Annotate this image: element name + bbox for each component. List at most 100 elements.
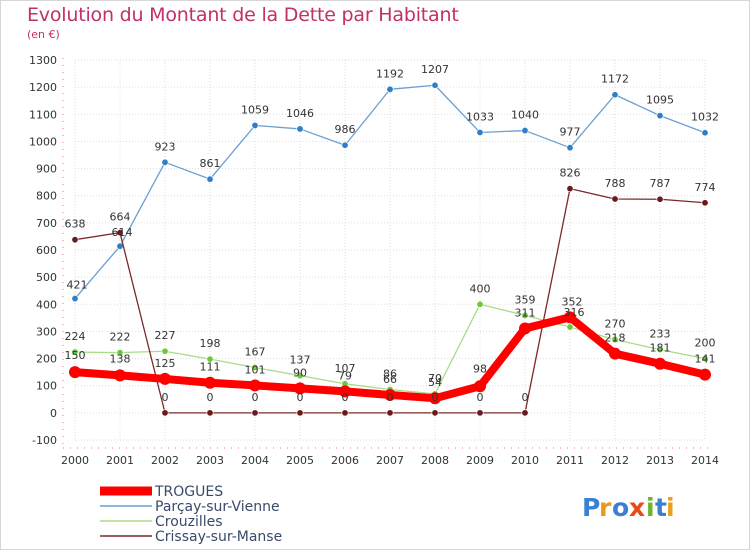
data-point — [701, 355, 709, 363]
y-tick-label: 800 — [36, 190, 57, 203]
data-point — [476, 409, 484, 417]
y-tick-label: 100 — [36, 380, 57, 393]
data-label: 352 — [562, 295, 583, 308]
data-label: 218 — [605, 332, 626, 345]
x-tick-label: 2007 — [376, 454, 404, 467]
data-point — [341, 409, 349, 417]
data-label: 138 — [110, 352, 131, 365]
data-point — [249, 379, 261, 392]
x-tick-label: 2013 — [646, 454, 674, 467]
data-point — [701, 129, 709, 137]
data-label: 400 — [470, 282, 491, 295]
data-point — [296, 372, 304, 380]
x-tick-label: 2004 — [241, 454, 269, 467]
data-label: 224 — [65, 330, 86, 343]
data-label: 359 — [515, 293, 536, 306]
data-label: 986 — [335, 123, 356, 136]
data-point — [69, 366, 81, 379]
y-tick-label: 400 — [36, 298, 57, 311]
data-label: 66 — [383, 373, 397, 386]
data-point — [431, 409, 439, 417]
y-tick-label: 200 — [36, 353, 57, 366]
y-tick-label: 1300 — [29, 54, 57, 67]
chart-legend: TROGUESParçay-sur-VienneCrouzillesCrissa… — [100, 484, 282, 545]
data-point — [474, 380, 486, 393]
data-point — [204, 376, 216, 389]
data-label: 198 — [200, 337, 221, 350]
data-label: 137 — [290, 354, 311, 367]
y-tick-label: 500 — [36, 271, 57, 284]
data-point — [341, 141, 349, 149]
data-label: 614 — [112, 226, 133, 239]
y-tick-label: 700 — [36, 217, 57, 230]
data-point — [71, 236, 79, 244]
data-label: 664 — [110, 211, 131, 224]
data-point — [656, 195, 664, 203]
x-tick-label: 2005 — [286, 454, 314, 467]
data-label: 1207 — [421, 63, 449, 76]
x-tick-label: 2010 — [511, 454, 539, 467]
data-point — [564, 311, 576, 324]
data-label: 167 — [245, 346, 266, 359]
data-label: 826 — [560, 167, 581, 180]
data-point — [339, 385, 351, 398]
data-label: 70 — [428, 372, 442, 385]
data-label: 0 — [522, 391, 529, 404]
data-label: 227 — [155, 329, 176, 342]
data-point — [161, 158, 169, 166]
y-tick-label: 1200 — [29, 81, 57, 94]
data-label: 107 — [335, 362, 356, 375]
data-label: 111 — [200, 361, 221, 374]
data-point — [609, 347, 621, 360]
data-label: 101 — [245, 363, 266, 376]
data-label: 0 — [387, 391, 394, 404]
data-point — [251, 409, 259, 417]
data-label: 270 — [605, 318, 626, 331]
x-tick-label: 2011 — [556, 454, 584, 467]
data-point — [521, 409, 529, 417]
logo-letter: P — [582, 493, 600, 522]
y-tick-label: 1000 — [29, 135, 57, 148]
x-tick-label: 2008 — [421, 454, 449, 467]
data-label: 977 — [560, 126, 581, 139]
data-label: 421 — [67, 279, 88, 292]
data-label: 1032 — [691, 111, 719, 124]
data-label: 1059 — [241, 103, 269, 116]
chart-title: Evolution du Montant de la Dette par Hab… — [27, 4, 459, 26]
data-label: 638 — [65, 218, 86, 231]
data-point — [71, 348, 79, 356]
x-tick-label: 2014 — [691, 454, 719, 467]
data-label: 1192 — [376, 67, 404, 80]
data-point — [116, 229, 124, 237]
y-tick-label: 1100 — [29, 108, 57, 121]
data-point — [656, 346, 664, 354]
data-label: 861 — [200, 157, 221, 170]
chart-value-labels: 150 138 125 111 101 90 79 66 54 98 311 352 218 181 141… — [65, 63, 720, 404]
data-label: 0 — [162, 391, 169, 404]
legend-label: Parçay-sur-Vienne — [155, 499, 280, 515]
data-point — [71, 295, 79, 303]
data-label: 150 — [65, 349, 86, 362]
data-label: 1172 — [601, 73, 629, 86]
data-point — [431, 81, 439, 89]
data-point — [566, 323, 574, 331]
data-point — [521, 127, 529, 135]
logo-letter: r — [599, 493, 612, 522]
data-point — [521, 311, 529, 319]
data-label: 86 — [383, 368, 397, 381]
data-point — [294, 382, 306, 395]
logo-letter: t — [655, 493, 667, 522]
data-point — [114, 369, 126, 382]
data-point — [206, 175, 214, 183]
data-label: 181 — [650, 342, 671, 355]
y-tick-label: -100 — [32, 434, 57, 447]
data-label: 0 — [207, 391, 214, 404]
data-point — [296, 409, 304, 417]
x-tick-label: 2000 — [61, 454, 89, 467]
data-point — [519, 322, 531, 335]
data-label: 0 — [477, 391, 484, 404]
proxiti-logo: Pr o x i t i — [582, 493, 675, 522]
data-label: 79 — [338, 369, 352, 382]
data-label: 0 — [432, 391, 439, 404]
